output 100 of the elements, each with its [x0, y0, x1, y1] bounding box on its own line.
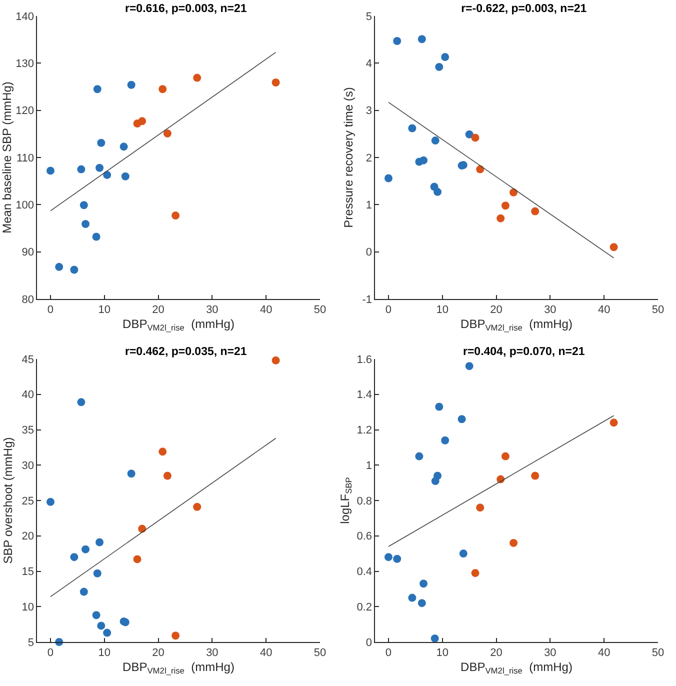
chart-title: r=0.404, p=0.070, n=21 — [462, 346, 586, 358]
y-tick-label: 35 — [22, 424, 34, 437]
x-tick-label: 30 — [544, 647, 556, 659]
y-tick-label: 0 — [366, 636, 372, 649]
point — [163, 472, 172, 480]
point — [459, 550, 468, 558]
point — [77, 398, 86, 406]
y-tick-label: 15 — [22, 566, 34, 578]
y-tick-label: 1.2 — [356, 424, 372, 437]
point — [272, 356, 280, 364]
point — [163, 129, 172, 138]
point — [471, 134, 480, 142]
y-tick-label: 140 — [16, 10, 34, 23]
x-tick-label: 50 — [652, 647, 664, 659]
point — [393, 37, 402, 45]
x-tick-label: 20 — [490, 647, 502, 659]
y-tick-label: 110 — [16, 152, 34, 164]
x-tick-label: 0 — [47, 647, 54, 659]
point — [70, 553, 78, 562]
x-tick-label: 40 — [598, 304, 610, 316]
point — [408, 594, 416, 602]
x-tick-label: 10 — [98, 647, 111, 659]
point — [510, 188, 518, 196]
point — [465, 130, 474, 138]
point — [476, 165, 484, 174]
point — [121, 172, 130, 180]
point — [531, 207, 540, 216]
point — [434, 472, 442, 480]
y-tick-label: 3 — [366, 105, 372, 118]
y-axis-title: Pressure recovery time (s) — [341, 87, 356, 228]
x-tick-label: 50 — [314, 304, 326, 316]
point — [46, 166, 54, 175]
point — [158, 85, 167, 94]
y-tick-label: 1 — [366, 460, 372, 472]
point — [93, 85, 102, 94]
point — [408, 124, 416, 132]
y-tick-label: 20 — [22, 530, 34, 543]
point — [127, 470, 136, 478]
point — [103, 170, 112, 179]
x-axis-title: DBP$_{VM2l_rise}$ (mmHg) — [122, 660, 234, 676]
x-tick-label: 10 — [436, 304, 449, 316]
x-axis-title: DBP$_{VM2l_rise}$ (mmHg) — [460, 660, 572, 676]
y-tick-label: 100 — [16, 200, 34, 212]
point — [120, 142, 128, 151]
point — [496, 214, 505, 222]
point — [501, 452, 510, 460]
point — [93, 569, 102, 578]
point — [420, 580, 428, 588]
point — [430, 634, 439, 642]
point — [435, 62, 444, 71]
point — [97, 622, 106, 630]
point — [127, 80, 136, 89]
point — [384, 174, 392, 182]
y-tick-label: 80 — [22, 294, 34, 306]
y-tick-label: 4 — [366, 58, 372, 70]
point — [431, 136, 440, 145]
x-axis-title: DBP$_{VM2l_rise}$ (mmHg) — [122, 317, 234, 333]
point — [418, 35, 426, 44]
x-tick-label: 20 — [152, 304, 164, 316]
point — [96, 164, 104, 172]
x-tick-label: 0 — [47, 304, 54, 316]
y-tick-label: 40 — [22, 389, 34, 402]
y-tick-label: 0.8 — [356, 495, 372, 508]
point — [70, 266, 78, 274]
y-tick-label: -1 — [362, 294, 372, 306]
point — [501, 202, 510, 210]
point — [103, 628, 112, 637]
x-tick-label: 30 — [206, 647, 218, 659]
y-tick-label: 130 — [16, 58, 34, 70]
x-tick-label: 50 — [652, 304, 664, 316]
y-tick-label: 1 — [366, 200, 372, 212]
y-tick-label: 45 — [22, 354, 34, 366]
point — [172, 632, 180, 640]
point — [158, 448, 167, 456]
chart-title: r=0.462, p=0.035, n=21 — [124, 346, 248, 358]
x-tick-label: 10 — [98, 304, 111, 316]
y-tick-label: 90 — [22, 246, 34, 259]
x-tick-label: 30 — [206, 304, 218, 316]
y-tick-label: 1.6 — [356, 354, 372, 366]
x-tick-label: 50 — [314, 647, 326, 659]
point — [46, 498, 54, 506]
y-tick-label: 0.4 — [356, 566, 372, 578]
point — [420, 156, 428, 164]
point — [610, 243, 618, 252]
x-tick-label: 30 — [544, 304, 556, 316]
x-tick-label: 10 — [436, 647, 449, 659]
y-tick-label: 1.4 — [356, 389, 372, 402]
y-tick-label: 0 — [366, 246, 372, 259]
point — [510, 538, 518, 547]
point — [80, 201, 88, 210]
x-axis-title: DBP$_{VM2l_rise}$ (mmHg) — [460, 317, 572, 333]
y-tick-label: 0.6 — [356, 530, 372, 543]
y-tick-label: 120 — [16, 105, 34, 118]
x-tick-label: 40 — [598, 647, 610, 659]
point — [531, 472, 540, 480]
x-tick-label: 0 — [385, 304, 392, 316]
y-tick-label: 0.2 — [356, 601, 372, 614]
y-tick-label: 25 — [22, 495, 34, 508]
point — [384, 553, 392, 562]
y-axis-title: SBP overshoot (mmHg) — [0, 437, 15, 564]
